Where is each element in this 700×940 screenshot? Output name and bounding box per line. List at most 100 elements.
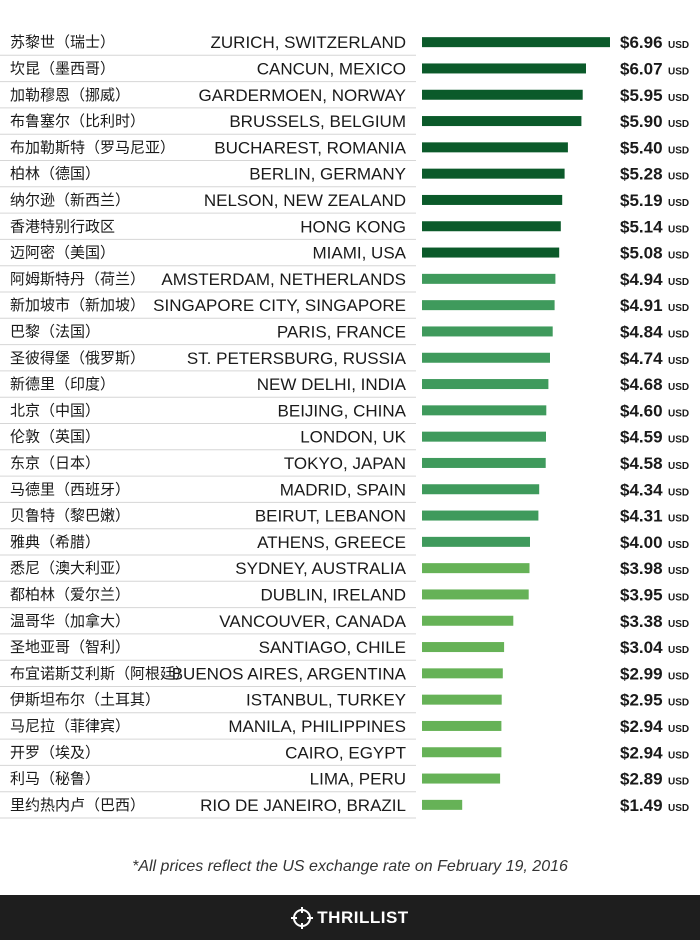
footer-bar: THRILLIST bbox=[0, 895, 700, 940]
chinese-city-label: 柏林（德国） bbox=[10, 165, 100, 183]
price-bar bbox=[422, 405, 547, 416]
currency-unit-label: USD bbox=[668, 382, 689, 393]
currency-unit-label: USD bbox=[668, 251, 689, 262]
chinese-city-label: 香港特别行政区 bbox=[10, 217, 115, 235]
chart-row: 新加坡市（新加坡） SINGAPORE CITY, SINGAPORE $4.91 U… bbox=[0, 296, 689, 319]
chart-row: 圣彼得堡（俄罗斯） ST. PETERSBURG, RUSSIA $4.74 USD bbox=[0, 349, 689, 372]
price-bar bbox=[422, 536, 530, 547]
chart-row: 伦敦（英国） LONDON, UK $4.59 USD bbox=[0, 428, 689, 451]
city-label: NEW DELHI, INDIA bbox=[257, 375, 407, 394]
currency-unit-label: USD bbox=[668, 803, 689, 814]
price-bar bbox=[422, 273, 556, 284]
chinese-city-label: 北京（中国） bbox=[10, 401, 100, 419]
price-value-label: $3.98 bbox=[620, 559, 663, 578]
city-label: DUBLIN, IRELAND bbox=[261, 585, 406, 604]
currency-unit-label: USD bbox=[668, 356, 689, 367]
chart-row: 加勒穆恩（挪威） GARDERMOEN, NORWAY $5.95 USD bbox=[0, 86, 689, 109]
chinese-city-label: 开罗（埃及） bbox=[10, 743, 100, 761]
currency-unit-label: USD bbox=[668, 619, 689, 630]
city-label: BUCHAREST, ROMANIA bbox=[214, 138, 406, 157]
chart-row: 纳尔逊（新西兰） NELSON, NEW ZEALAND $5.19 USD bbox=[0, 191, 689, 214]
city-label: ISTANBUL, TURKEY bbox=[246, 691, 406, 710]
price-bar bbox=[422, 37, 610, 48]
chart-row: 里约热内卢（巴西） RIO DE JANEIRO, BRAZIL $1.49 USD bbox=[0, 796, 689, 819]
city-label: ST. PETERSBURG, RUSSIA bbox=[187, 349, 407, 368]
currency-unit-label: USD bbox=[668, 645, 689, 656]
price-value-label: $6.07 bbox=[620, 59, 663, 78]
price-bar bbox=[422, 221, 561, 232]
price-value-label: $5.40 bbox=[620, 138, 663, 157]
currency-unit-label: USD bbox=[668, 777, 689, 788]
currency-unit-label: USD bbox=[668, 329, 689, 340]
city-label: ZURICH, SWITZERLAND bbox=[211, 33, 407, 52]
city-label: NELSON, NEW ZEALAND bbox=[204, 191, 406, 210]
currency-unit-label: USD bbox=[668, 566, 689, 577]
currency-unit-label: USD bbox=[668, 592, 689, 603]
price-value-label: $2.89 bbox=[620, 770, 663, 789]
chinese-city-label: 加勒穆恩（挪威） bbox=[10, 86, 130, 104]
chart-row: 圣地亚哥（智利） SANTIAGO, CHILE $3.04 USD bbox=[0, 638, 689, 661]
chart-row: 马尼拉（菲律宾） MANILA, PHILIPPINES $2.94 USD bbox=[0, 717, 689, 740]
price-bar bbox=[422, 116, 582, 127]
chinese-city-label: 布鲁塞尔（比利时） bbox=[10, 112, 145, 130]
currency-unit-label: USD bbox=[668, 514, 689, 525]
crosshair-icon bbox=[291, 906, 314, 929]
footnote: *All prices reflect the US exchange rate… bbox=[132, 858, 568, 875]
price-value-label: $4.60 bbox=[620, 401, 663, 420]
chinese-city-label: 温哥华（加拿大） bbox=[10, 612, 130, 630]
chart-row: 巴黎（法国） PARIS, FRANCE $4.84 USD bbox=[0, 322, 689, 346]
chart-row: 布宜诺斯艾利斯（阿根廷）BUENOS AIRES, ARGENTINA $2.99… bbox=[0, 664, 689, 687]
chart-row: 新德里（印度） NEW DELHI, INDIA $4.68 USD bbox=[0, 375, 689, 398]
chinese-city-label: 利马（秘鲁） bbox=[10, 770, 100, 788]
price-value-label: $1.49 bbox=[620, 796, 663, 815]
price-value-label: $4.94 bbox=[620, 270, 663, 289]
chart-row: 北京（中国） BEIJING, CHINA $4.60 USD bbox=[0, 401, 689, 424]
chart-row: 悉尼（澳大利亚） SYDNEY, AUSTRALIA $3.98 USD bbox=[0, 559, 689, 582]
city-label: VANCOUVER, CANADA bbox=[219, 612, 406, 631]
chinese-city-label: 巴黎（法国） bbox=[10, 322, 100, 340]
currency-unit-label: USD bbox=[668, 724, 689, 735]
currency-unit-label: USD bbox=[668, 671, 689, 682]
chart-row: 东京（日本） TOKYO, JAPAN $4.58 USD bbox=[0, 454, 689, 477]
chinese-city-label: 伦敦（英国） bbox=[10, 428, 100, 446]
currency-unit-label: USD bbox=[668, 461, 689, 472]
price-value-label: $4.91 bbox=[620, 296, 663, 315]
price-value-label: $4.00 bbox=[620, 533, 663, 552]
price-bar bbox=[422, 168, 565, 179]
city-label: GARDERMOEN, NORWAY bbox=[199, 86, 406, 105]
city-label: LONDON, UK bbox=[300, 428, 406, 447]
price-bar bbox=[422, 431, 546, 442]
price-value-label: $4.84 bbox=[620, 322, 663, 341]
chart-row: 迈阿密（美国） MIAMI, USA $5.08 USD bbox=[0, 244, 689, 267]
chinese-city-label: 东京（日本） bbox=[10, 454, 100, 472]
chart-row: 马德里（西班牙） MADRID, SPAIN $4.34 USD bbox=[0, 480, 689, 503]
chinese-city-label: 雅典（希腊） bbox=[10, 533, 100, 551]
currency-unit-label: USD bbox=[668, 93, 689, 104]
price-value-label: $4.58 bbox=[620, 454, 663, 473]
city-label: RIO DE JANEIRO, BRAZIL bbox=[200, 796, 406, 815]
chinese-city-label: 新加坡市（新加坡） bbox=[10, 296, 145, 314]
city-label: MANILA, PHILIPPINES bbox=[228, 717, 406, 736]
price-bar bbox=[422, 615, 514, 626]
currency-unit-label: USD bbox=[668, 172, 689, 183]
city-label: SYDNEY, AUSTRALIA bbox=[235, 559, 406, 578]
city-label: PARIS, FRANCE bbox=[277, 322, 406, 341]
brand-name: THRILLIST bbox=[317, 907, 409, 927]
price-value-label: $3.95 bbox=[620, 585, 663, 604]
price-value-label: $2.95 bbox=[620, 691, 663, 710]
price-bar bbox=[422, 563, 530, 574]
price-bar bbox=[422, 799, 463, 810]
price-bar bbox=[422, 247, 560, 258]
chinese-city-label: 布宜诺斯艾利斯（阿根廷） bbox=[10, 664, 190, 682]
price-bar bbox=[422, 720, 502, 731]
chinese-city-label: 贝鲁特（黎巴嫩） bbox=[10, 507, 130, 525]
city-label: ATHENS, GREECE bbox=[257, 533, 406, 552]
price-bar bbox=[422, 352, 550, 363]
chart-row: 开罗（埃及） CAIRO, EGYPT $2.94 USD bbox=[0, 743, 689, 766]
price-bar bbox=[422, 484, 540, 495]
chinese-city-label: 苏黎世（瑞士） bbox=[10, 33, 115, 51]
city-label: CANCUN, MEXICO bbox=[257, 59, 406, 78]
price-bar bbox=[422, 63, 586, 74]
city-label: MIAMI, USA bbox=[312, 244, 406, 263]
price-value-label: $2.94 bbox=[620, 743, 663, 762]
